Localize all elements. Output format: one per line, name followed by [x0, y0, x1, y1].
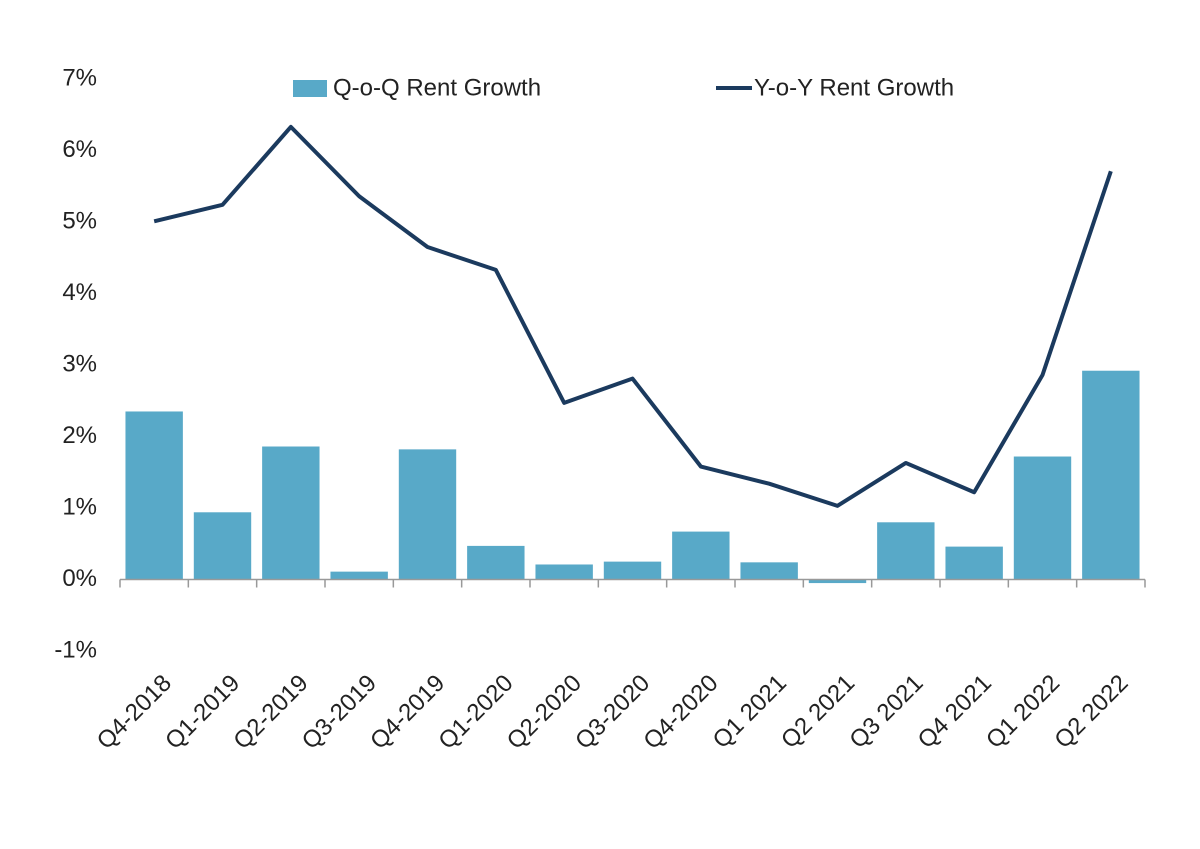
x-tick-label: Q4-2020 [638, 670, 723, 755]
bar [740, 562, 798, 580]
bar [398, 449, 457, 580]
bar [193, 512, 252, 580]
x-tick-label: Q3 2021 [844, 670, 928, 754]
bar [125, 411, 183, 580]
x-tick-label: Q2-2020 [502, 670, 587, 755]
bar [330, 571, 388, 580]
y-tick-label: 4% [62, 279, 97, 306]
bar [877, 522, 935, 580]
y-tick-label: 3% [62, 350, 97, 377]
x-tick-label: Q2-2019 [228, 670, 313, 755]
bar [535, 564, 593, 580]
bar [603, 561, 662, 580]
bar [672, 531, 730, 580]
x-tick-label: Q4 2021 [913, 670, 997, 754]
bar [262, 446, 320, 580]
y-tick-label: -1% [54, 636, 97, 663]
x-tick-label: Q1-2019 [160, 670, 245, 755]
bar [467, 545, 525, 580]
legend-swatch [293, 80, 327, 97]
bar [1013, 456, 1072, 580]
bar [1082, 370, 1140, 580]
y-tick-label: 1% [62, 493, 97, 520]
x-tick-label: Q3-2020 [570, 670, 655, 755]
x-tick-label: Q4-2018 [92, 670, 177, 755]
line [153, 124, 1113, 508]
y-tick-label: 0% [62, 565, 97, 592]
y-tick-label: 2% [62, 422, 97, 449]
y-tick-label: 7% [62, 64, 97, 91]
x-tick-label: Q1-2020 [433, 670, 518, 755]
x-tick-label: Q1 2022 [981, 670, 1065, 754]
y-tick-label: 6% [62, 136, 97, 163]
bar [945, 546, 1003, 580]
x-tick-label: Q2 2021 [776, 670, 860, 754]
y-tick-label: 5% [62, 207, 97, 234]
x-tick-label: Q1 2021 [708, 670, 792, 754]
bar [808, 579, 867, 584]
legend-label: Y-o-Y Rent Growth [754, 74, 954, 101]
x-tick-label: Q3-2019 [297, 670, 382, 755]
legend-label: Q-o-Q Rent Growth [333, 74, 541, 101]
x-tick-label: Q4-2019 [365, 670, 450, 755]
x-tick-label: Q2 2022 [1049, 670, 1133, 754]
